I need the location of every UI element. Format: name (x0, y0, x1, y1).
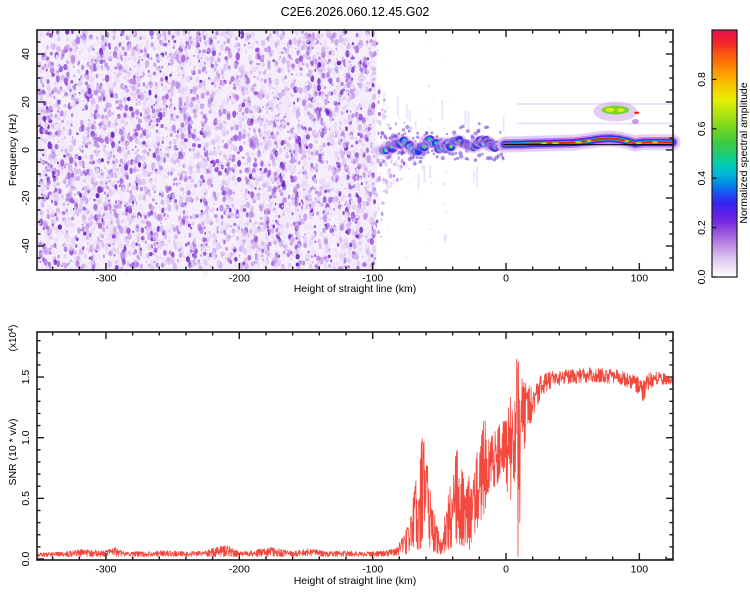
snr-frame (36, 331, 674, 561)
spectrogram-x-axis-label: Height of straight line (km) (294, 283, 417, 295)
snr-scale-label: (x104) (8, 325, 19, 352)
colorbar-ticks: 0.00.20.40.60.8 (696, 72, 717, 284)
snr-curve (36, 358, 674, 557)
snr-y-axis-label: SNR (10 * v/v) (7, 418, 19, 485)
figure-title: C2E6.2026.060.12.45.G02 (281, 5, 430, 19)
spectrogram-y-axis-label: Frequency (Hz) (7, 114, 19, 186)
colorbar: 0.00.20.40.60.8 Normalized spectral ampl… (696, 29, 750, 284)
spectrogram-image (35, 28, 681, 284)
colorbar-frame (711, 29, 738, 278)
colorbar-gradient (712, 30, 737, 278)
snr-x-axis-label: Height of straight line (km) (294, 575, 417, 587)
colorbar-label: Normalized spectral amplitude (738, 82, 750, 223)
